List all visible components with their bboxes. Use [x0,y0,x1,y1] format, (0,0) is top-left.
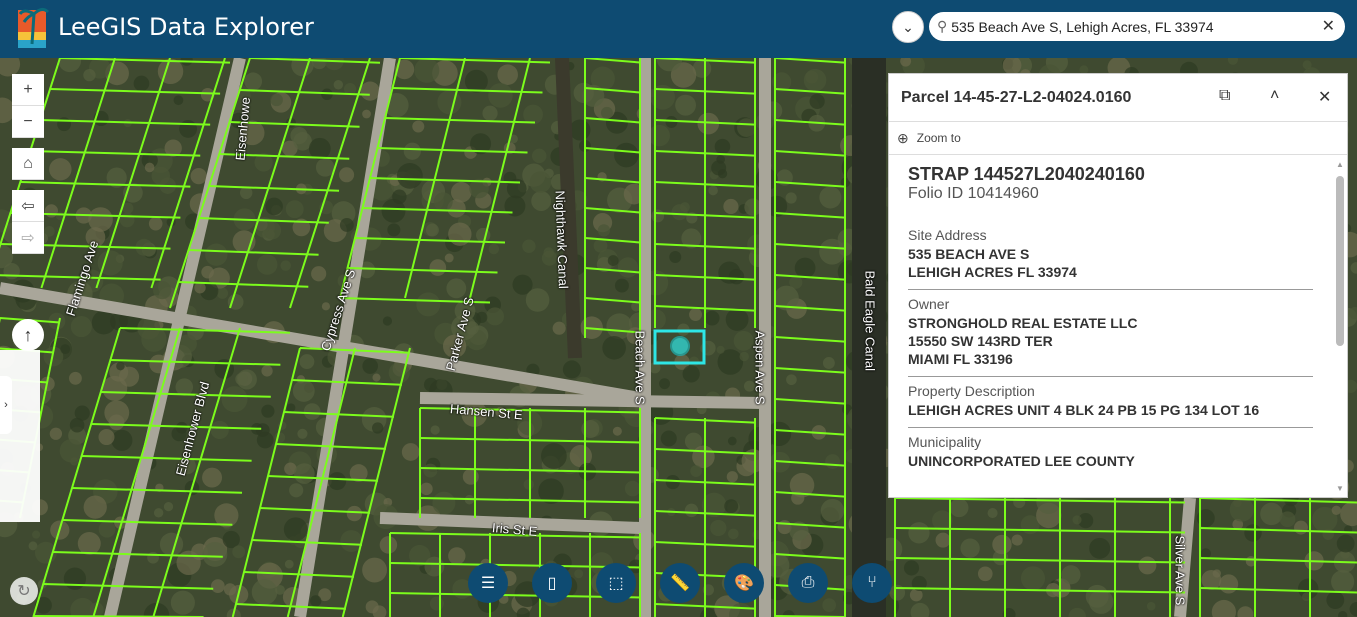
parcel-popup: Parcel 14-45-27-L2-04024.0160 ⧉ ˄ ✕ ⊕ Zo… [888,73,1348,498]
search-input[interactable] [951,19,1311,35]
select-icon: ⬚ [608,573,623,593]
measure-icon: 📏 [670,573,690,593]
street-label: Bald Eagle Canal [863,271,878,371]
collapse-icon[interactable]: ˄ [1270,87,1279,105]
close-icon[interactable]: ✕ [1322,16,1335,36]
search-box[interactable]: ⚲ ✕ [929,12,1345,41]
search-source-dropdown[interactable]: ⌄ [892,11,924,43]
popup-title: Parcel 14-45-27-L2-04024.0160 [901,89,1131,107]
zoom-out-button[interactable]: − [12,106,44,138]
strap-number: STRAP 144527L2040240160 [908,164,1313,185]
bookmark-button[interactable]: ▯ [532,563,572,603]
search-icon: ⚲ [937,18,947,35]
draw-button[interactable]: 🎨 [724,563,764,603]
popup-scrollbar[interactable]: ▲ ▼ [1336,162,1344,492]
zoom-in-icon: ⊕ [897,130,909,147]
popup-field-section: Site Address 535 BEACH AVE S LEHIGH ACRES … [908,221,1313,290]
app-title: LeeGIS Data Explorer [58,13,314,41]
zoom-to-button[interactable]: ⊕ Zoom to [889,122,1347,155]
select-button[interactable]: ⬚ [596,563,636,603]
logo [16,4,50,50]
street-label: Beach Ave S [633,331,648,405]
field-label: Property Description [908,383,1313,399]
field-value: MIAMI FL 33196 [908,350,1313,368]
share-button[interactable]: ⑂ [852,563,892,603]
print-button[interactable]: ⎙ [788,563,828,603]
popup-field-section: Owner STRONGHOLD REAL ESTATE LLC 15550 SW … [908,290,1313,377]
street-label: Silver Ave S [1173,536,1188,606]
popup-field-section: Municipality UNINCORPORATED LEE COUNTY [908,428,1313,478]
street-label: Aspen Ave S [753,331,768,405]
field-value: UNINCORPORATED LEE COUNTY [908,452,1313,470]
previous-extent-button[interactable]: ⇦ [12,190,44,222]
print-icon: ⎙ [802,574,815,592]
field-label: Municipality [908,434,1313,450]
zoom-to-label: Zoom to [917,131,961,145]
close-icon[interactable]: ✕ [1318,87,1331,107]
field-value: LEHIGH ACRES UNIT 4 BLK 24 PB 15 PG 134 … [908,401,1313,419]
next-extent-button[interactable]: ⇨ [12,222,44,254]
compass-button[interactable]: ↑ [12,319,44,351]
expand-panel-button[interactable]: › [0,376,12,434]
home-button[interactable]: ⌂ [12,148,44,180]
bookmark-icon: ▯ [548,573,557,593]
app-header: LeeGIS Data Explorer ⌄ ⚲ ✕ [0,0,1357,58]
zoom-in-button[interactable]: + [12,74,44,106]
measure-button[interactable]: 📏 [660,563,700,603]
field-label: Site Address [908,227,1313,243]
folio-id: Folio ID 10414960 [908,185,1313,203]
field-value: LEHIGH ACRES FL 33974 [908,263,1313,281]
field-value: 15550 SW 143RD TER [908,332,1313,350]
layer-list-icon: ☰ [481,573,495,593]
field-value: 535 BEACH AVE S [908,245,1313,263]
popup-field-section: Property Description LEHIGH ACRES UNIT 4 … [908,377,1313,428]
draw-icon: 🎨 [734,573,754,593]
dock-icon[interactable]: ⧉ [1219,87,1230,105]
refresh-icon[interactable]: ↻ [10,577,38,605]
field-label: Owner [908,296,1313,312]
layer-list-button[interactable]: ☰ [468,563,508,603]
field-value: STRONGHOLD REAL ESTATE LLC [908,314,1313,332]
share-icon: ⑂ [867,574,877,592]
